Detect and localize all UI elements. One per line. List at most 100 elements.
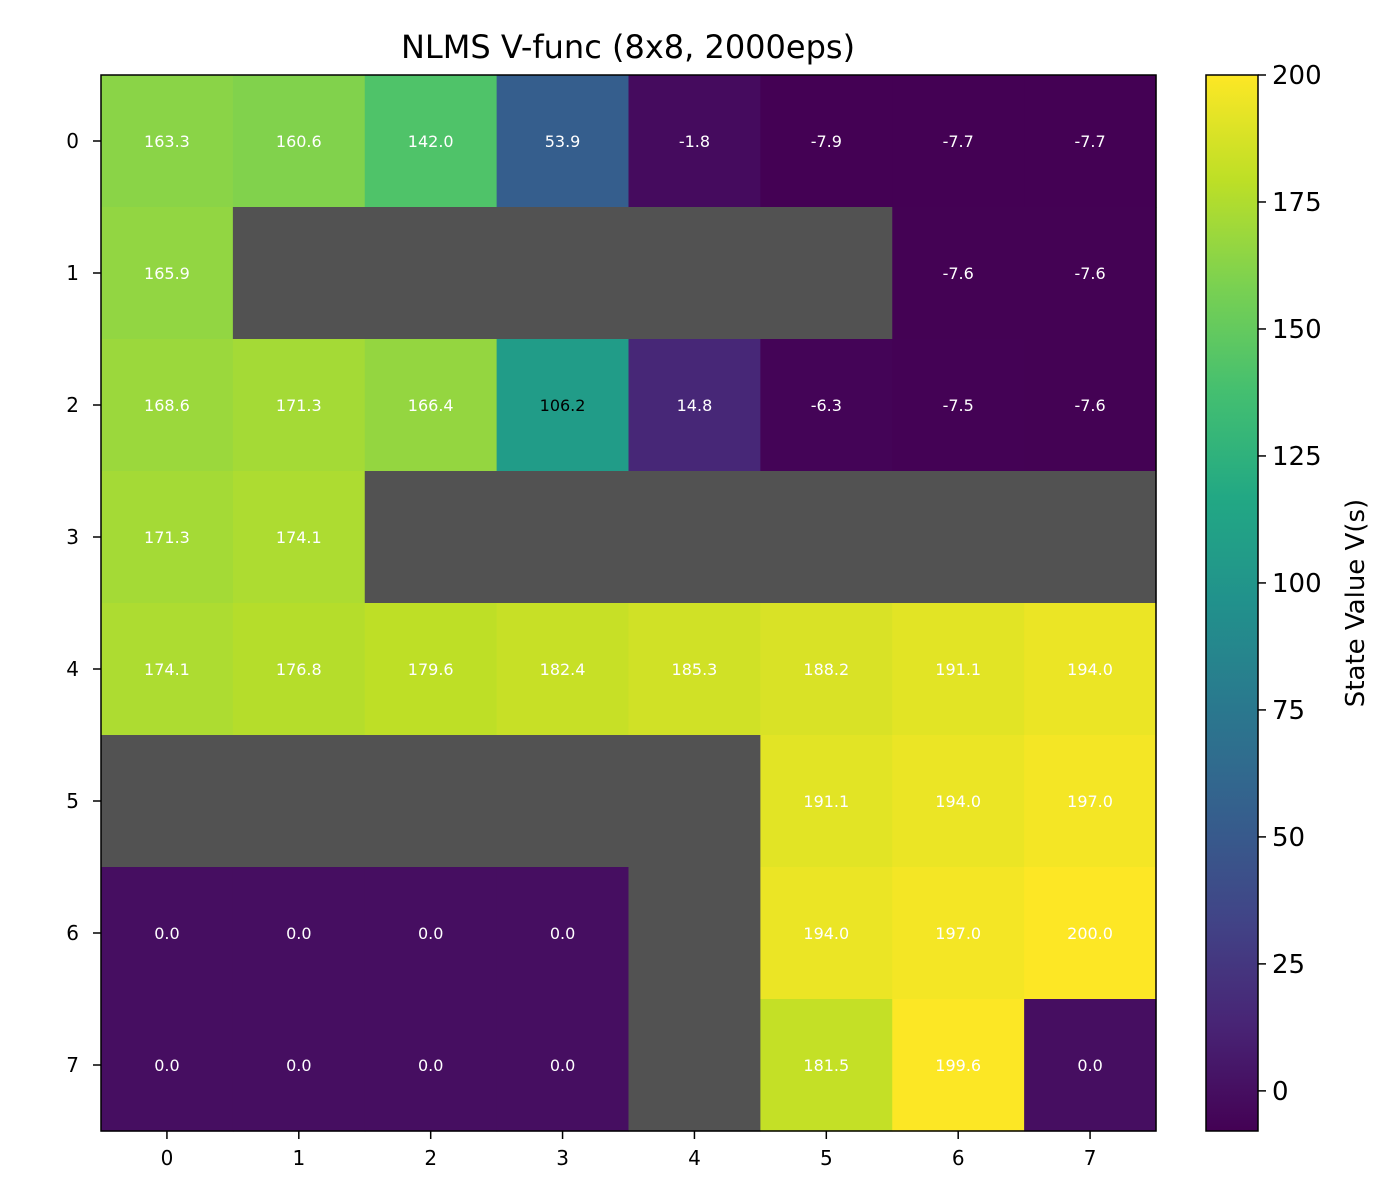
cell-value-label: -6.3 — [811, 396, 842, 415]
heatmap-cell — [760, 735, 893, 868]
cell-value-label: 194.0 — [803, 924, 849, 943]
heatmap-cell — [892, 339, 1025, 472]
colorbar-ticks: 0 25 50 75 100 125 150 175 200 — [1258, 61, 1322, 1107]
cell-value-label: 185.3 — [672, 660, 718, 679]
heatmap-cell — [101, 471, 234, 604]
heatmap-cell — [496, 339, 630, 472]
cell-value-label: 142.0 — [408, 132, 454, 151]
x-tick-label: 6 — [952, 1146, 965, 1170]
cell-value-label: 191.1 — [803, 792, 849, 811]
cell-value-label: 197.0 — [935, 924, 981, 943]
heatmap-cell — [1024, 339, 1157, 472]
y-tick-label: 7 — [66, 1053, 79, 1077]
wall-cell — [760, 207, 893, 340]
cell-value-label: 0.0 — [418, 924, 443, 943]
heatmap-cell — [1024, 603, 1157, 736]
heatmap-cell — [364, 339, 498, 472]
cell-value-label: 171.3 — [144, 528, 190, 547]
wall-cell — [232, 735, 366, 868]
heatmap-cell — [1024, 75, 1157, 208]
colorbar-label: State Value V(s) — [1341, 499, 1371, 707]
chart-title: NLMS V-func (8x8, 2000eps) — [401, 28, 855, 66]
colorbar-tick-label: 150 — [1272, 315, 1322, 345]
x-tick-label: 5 — [820, 1146, 833, 1170]
heatmap-cell — [232, 999, 366, 1132]
cell-value-label: 191.1 — [935, 660, 981, 679]
heatmap-cell — [232, 471, 366, 604]
wall-cell — [496, 207, 630, 340]
cell-value-label: 53.9 — [545, 132, 581, 151]
heatmap-cell — [496, 75, 630, 208]
cell-value-label: 174.1 — [144, 660, 190, 679]
wall-cell — [628, 735, 761, 868]
cell-value-label: 160.6 — [276, 132, 322, 151]
x-tick-label: 2 — [424, 1146, 437, 1170]
colorbar — [1205, 74, 1259, 1132]
wall-cell — [364, 207, 498, 340]
heatmap-cell — [364, 603, 498, 736]
cell-value-label: -1.8 — [679, 132, 710, 151]
x-tick-label: 3 — [556, 1146, 569, 1170]
y-tick-label: 5 — [66, 789, 79, 813]
cell-value-label: 182.4 — [540, 660, 586, 679]
wall-cell — [628, 471, 761, 604]
colorbar-tick-label: 175 — [1272, 188, 1322, 218]
colorbar-tick-label: 0 — [1272, 1077, 1289, 1107]
heatmap-cell — [232, 603, 366, 736]
heatmap-cell — [760, 999, 893, 1132]
heatmap-cell — [496, 999, 630, 1132]
cell-value-label: 199.6 — [935, 1056, 981, 1075]
cell-value-label: 0.0 — [550, 1056, 575, 1075]
colorbar-tick-label: 125 — [1272, 442, 1322, 472]
cell-value-label: -7.6 — [943, 264, 974, 283]
heatmap-cell — [760, 867, 893, 1000]
cell-value-label: -7.9 — [811, 132, 842, 151]
cell-value-label: -7.7 — [943, 132, 974, 151]
cell-value-label: 14.8 — [677, 396, 713, 415]
heatmap-cell — [892, 207, 1025, 340]
heatmap-cell — [364, 867, 498, 1000]
heatmap-cell — [364, 999, 498, 1132]
heatmap-cell — [1024, 735, 1157, 868]
cell-value-label: -7.7 — [1074, 132, 1105, 151]
heatmap-cell — [892, 735, 1025, 868]
heatmap-cell — [101, 867, 234, 1000]
heatmap-cell — [101, 603, 234, 736]
y-tick-label: 0 — [66, 129, 79, 153]
heatmap-cell — [1024, 867, 1157, 1000]
y-tick-label: 2 — [66, 393, 79, 417]
colorbar-tick-label: 25 — [1272, 950, 1305, 980]
cell-value-label: 0.0 — [154, 924, 179, 943]
x-tick-label: 0 — [161, 1146, 174, 1170]
wall-cell — [760, 471, 893, 604]
cell-value-label: 197.0 — [1067, 792, 1113, 811]
cell-value-label: 0.0 — [286, 1056, 311, 1075]
colorbar-tick-label: 75 — [1272, 696, 1305, 726]
heatmap-cell — [760, 603, 893, 736]
y-tick-label: 3 — [66, 525, 79, 549]
wall-cell — [364, 735, 498, 868]
cell-value-label: 168.6 — [144, 396, 190, 415]
heatmap-cell — [628, 75, 761, 208]
cell-value-label: 0.0 — [550, 924, 575, 943]
heatmap-cells — [101, 75, 1157, 1132]
y-tick-label: 1 — [66, 261, 79, 285]
cell-value-label: 171.3 — [276, 396, 322, 415]
cell-value-label: 0.0 — [1077, 1056, 1102, 1075]
x-tick-label: 4 — [688, 1146, 701, 1170]
wall-cell — [364, 471, 498, 604]
heatmap-cell — [101, 339, 234, 472]
heatmap-cell — [760, 75, 893, 208]
cell-value-label: 0.0 — [154, 1056, 179, 1075]
heatmap-cell — [364, 75, 498, 208]
cell-value-label: 194.0 — [935, 792, 981, 811]
cell-value-label: -7.5 — [943, 396, 974, 415]
cell-value-label: 181.5 — [803, 1056, 849, 1075]
heatmap-cell — [101, 207, 234, 340]
cell-value-label: 194.0 — [1067, 660, 1113, 679]
cell-value-label: -7.6 — [1074, 264, 1105, 283]
y-tick-label: 6 — [66, 921, 79, 945]
colorbar-tick-label: 200 — [1272, 61, 1322, 91]
heatmap-cell — [892, 999, 1025, 1132]
wall-cell — [628, 999, 761, 1132]
